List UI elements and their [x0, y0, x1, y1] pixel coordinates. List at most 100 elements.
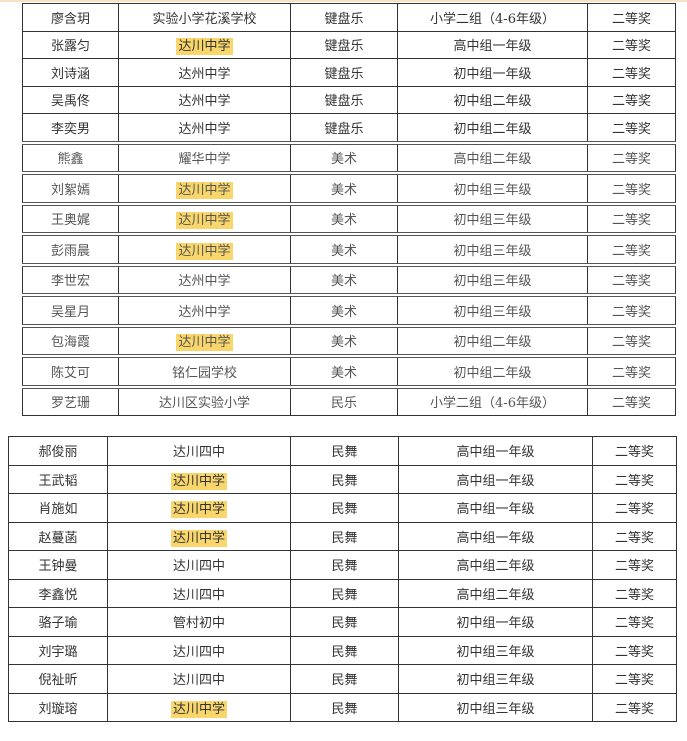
school-cell: 达川四中 [107, 550, 291, 580]
group-cell: 小学二组（4-6年级） [397, 3, 588, 32]
group-cell: 初中组三年级 [398, 692, 593, 722]
school-cell: 达州中学 [118, 293, 291, 326]
school-cell: 实验小学花溪学校 [118, 3, 291, 32]
school-text: 达州中学 [178, 121, 231, 137]
name-text: 李奕男 [50, 121, 90, 137]
category-text: 民舞 [331, 473, 358, 489]
group-text: 初中组三年级 [456, 673, 535, 689]
award-cell: 二等奖 [587, 293, 676, 326]
school-text: 达州中学 [178, 66, 231, 82]
school-cell: 达川四中 [107, 436, 291, 466]
award-text: 二等奖 [611, 304, 651, 320]
category-text: 民舞 [331, 502, 358, 518]
group-text: 高中组一年级 [456, 530, 535, 546]
school-text: 达川中学 [170, 700, 227, 718]
category-text: 键盘乐 [324, 39, 364, 55]
school-text: 管村初中 [172, 616, 225, 632]
name-cell: 吴星月 [22, 293, 119, 326]
award-cell: 二等奖 [592, 578, 677, 608]
award-cell: 二等奖 [587, 384, 676, 416]
group-text: 初中组三年级 [453, 274, 532, 290]
category-text: 民舞 [331, 701, 358, 717]
award-cell: 二等奖 [587, 140, 676, 174]
award-text: 二等奖 [614, 673, 654, 689]
school-cell: 达川中学 [118, 201, 291, 235]
name-cell: 郝俊丽 [8, 436, 108, 466]
category-text: 美术 [330, 274, 357, 290]
award-cell: 二等奖 [587, 30, 676, 59]
table-row: 包海霞 达川中学 美术 初中组二年级 二等奖 [22, 323, 676, 357]
name-text: 罗艺珊 [50, 396, 90, 412]
group-text: 高中组二年级 [453, 152, 532, 168]
award-cell: 二等奖 [587, 354, 676, 387]
award-text: 二等奖 [614, 530, 654, 546]
school-cell: 达州中学 [118, 58, 291, 87]
category-text: 键盘乐 [324, 66, 364, 82]
group-cell: 初中组二年级 [397, 113, 588, 143]
group-cell: 初中组三年级 [397, 201, 588, 235]
group-text: 初中组二年级 [453, 335, 532, 351]
school-cell: 达州中学 [118, 262, 291, 296]
award-text: 二等奖 [611, 121, 651, 137]
name-cell: 王钟曼 [8, 550, 108, 580]
group-text: 初中组一年级 [453, 66, 532, 82]
category-text: 民舞 [331, 445, 358, 461]
award-text: 二等奖 [611, 66, 651, 82]
category-text: 美术 [330, 335, 357, 351]
table-row: 吴星月 达州中学 美术 初中组三年级 二等奖 [22, 293, 676, 326]
group-text: 初中组三年级 [453, 213, 532, 229]
name-cell: 王奥娓 [22, 201, 119, 235]
award-text: 二等奖 [611, 335, 651, 351]
name-text: 吴禹佟 [50, 94, 90, 110]
name-text: 吴星月 [50, 304, 90, 320]
group-cell: 初中组三年级 [398, 635, 593, 665]
award-cell: 二等奖 [587, 262, 676, 296]
school-cell: 达川中学 [107, 464, 291, 494]
table-row: 刘诗涵 达州中学 键盘乐 初中组一年级 二等奖 [22, 58, 676, 87]
table-row: 赵蔓菡 达川中学 民舞 高中组一年级 二等奖 [8, 521, 677, 551]
group-cell: 初中组三年级 [397, 232, 588, 265]
category-cell: 民乐 [290, 384, 398, 416]
school-cell: 铭仁园学校 [118, 354, 291, 387]
award-text: 二等奖 [614, 502, 654, 518]
category-text: 美术 [330, 182, 357, 198]
name-cell: 廖含玥 [22, 3, 119, 32]
category-text: 键盘乐 [324, 94, 364, 110]
school-cell: 达州中学 [118, 85, 291, 114]
school-text: 达川中学 [176, 38, 233, 56]
category-cell: 民舞 [290, 436, 399, 466]
award-text: 二等奖 [611, 94, 651, 110]
name-text: 彭雨晨 [50, 243, 90, 259]
group-cell: 高中组一年级 [398, 436, 593, 466]
name-text: 王钟曼 [38, 559, 78, 575]
group-cell: 初中组一年级 [397, 58, 588, 87]
school-text: 达川中学 [176, 334, 233, 352]
category-cell: 民舞 [290, 607, 399, 637]
name-cell: 肖施如 [8, 493, 108, 523]
category-cell: 美术 [290, 293, 398, 326]
school-cell: 达川中学 [107, 692, 291, 722]
table-body: 郝俊丽 达川四中 民舞 高中组一年级 二等奖 王武韬 达川中学 民舞 高中组一年级 二等奖 肖施如达… [8, 436, 677, 722]
award-text: 二等奖 [611, 396, 651, 412]
award-cell: 二等奖 [587, 3, 676, 32]
table-row: 吴禹佟 达州中学 键盘乐 初中组二年级 二等奖 [22, 85, 676, 114]
table-row: 陈艾可 铭仁园学校 美术 初中组二年级 二等奖 [22, 354, 676, 387]
group-text: 初中组三年级 [453, 182, 532, 198]
group-cell: 高中组一年级 [398, 493, 593, 523]
school-cell: 达川中学 [107, 521, 291, 551]
group-cell: 高中组二年级 [398, 550, 593, 580]
award-cell: 二等奖 [592, 550, 677, 580]
award-cell: 二等奖 [587, 58, 676, 87]
table-row: 李鑫悦 达川四中 民舞 高中组二年级 二等奖 [8, 578, 677, 608]
group-cell: 高中组一年级 [397, 30, 588, 59]
award-text: 二等奖 [614, 616, 654, 632]
category-cell: 美术 [290, 171, 398, 204]
name-cell: 李奕男 [22, 113, 119, 143]
school-cell: 达川四中 [107, 578, 291, 608]
category-cell: 民舞 [290, 578, 399, 608]
name-text: 廖含玥 [50, 11, 90, 27]
name-text: 刘璇瑢 [38, 701, 78, 717]
name-text: 王武韬 [38, 473, 78, 489]
group-cell: 初中组三年级 [397, 293, 588, 326]
name-cell: 刘宇璐 [8, 635, 108, 665]
